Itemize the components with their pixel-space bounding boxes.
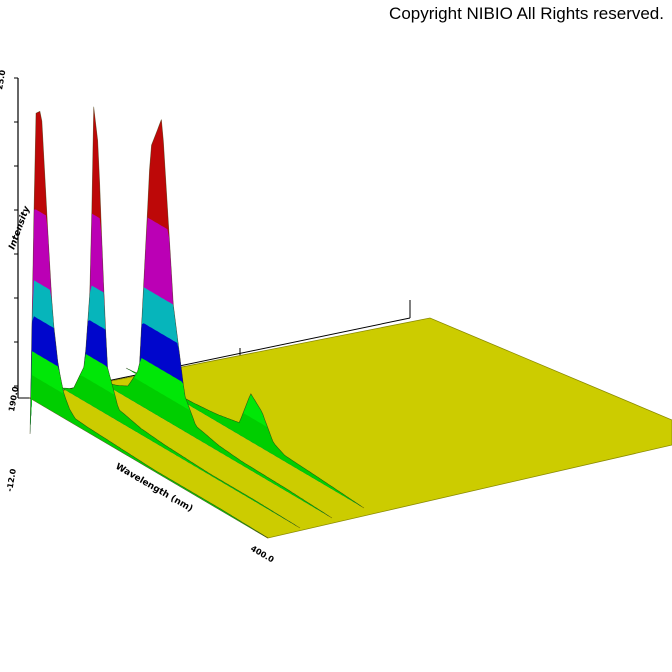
x-tick-label: 400.0 — [249, 544, 276, 565]
intensity-band — [94, 119, 332, 518]
copyright-notice: Copyright NIBIO All Rights reserved. — [389, 4, 664, 23]
intensity-band — [94, 377, 332, 518]
base-plane — [29, 317, 672, 539]
intensity-band — [62, 375, 300, 528]
intensity-band — [30, 316, 268, 538]
intensity-band — [30, 351, 268, 538]
y-axis-label: Intensity — [7, 204, 32, 251]
spectrum-series — [61, 106, 301, 529]
x-tick-label: 190.0 — [7, 385, 20, 412]
y-tick-label: 25.0 — [0, 69, 7, 90]
series-outline — [61, 106, 301, 529]
spectrum-series — [29, 110, 269, 539]
intensity-band — [94, 217, 332, 518]
y-tick-label: -12.0 — [5, 468, 18, 493]
series-outline — [29, 110, 269, 539]
chart-surfaces — [29, 106, 672, 539]
intensity-band — [30, 375, 268, 538]
spectrum-series — [93, 119, 333, 519]
series-outline — [93, 119, 333, 519]
intensity-band — [62, 354, 300, 528]
